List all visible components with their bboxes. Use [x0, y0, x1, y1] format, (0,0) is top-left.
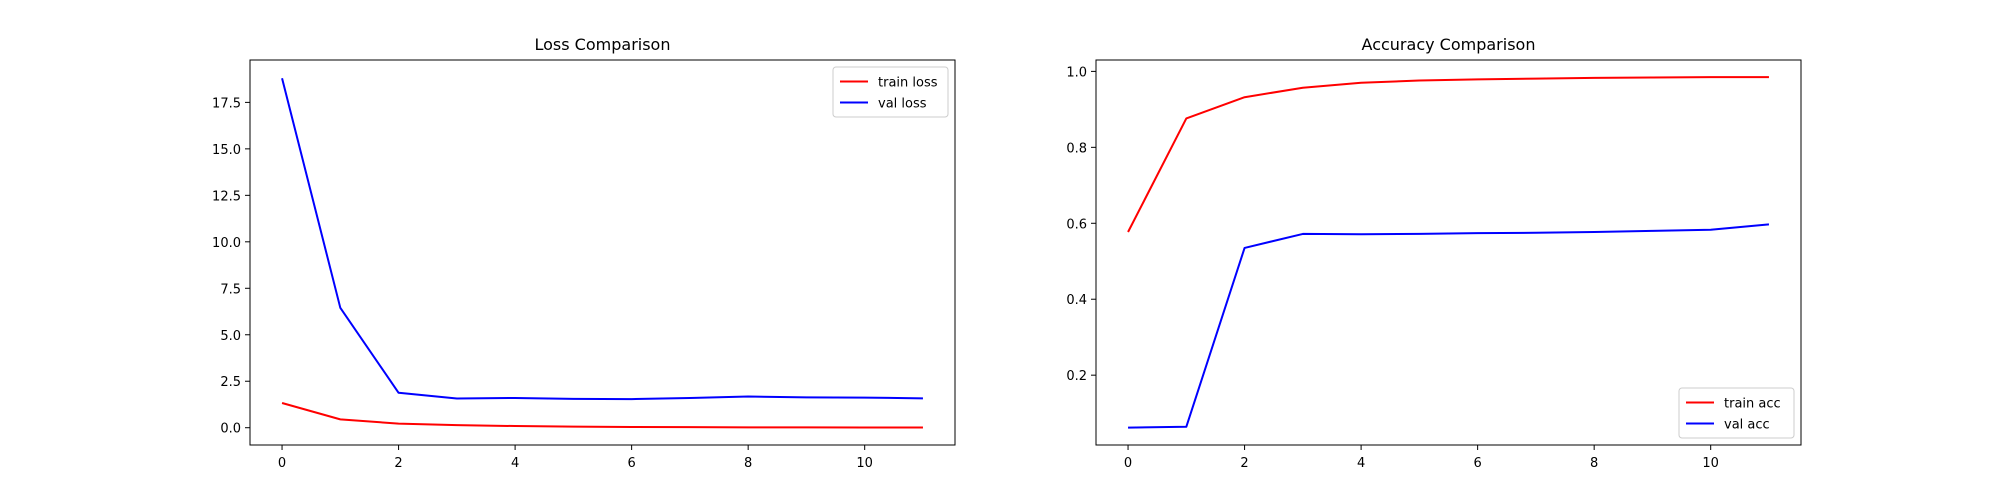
x-tick-label: 0: [278, 456, 286, 471]
legend-box: [832, 66, 949, 118]
x-tick-label: 6: [627, 456, 635, 471]
series-line-val-loss: [281, 77, 923, 401]
series-line-train-loss: [281, 402, 923, 429]
legend-box: [1678, 387, 1795, 439]
y-tick-label: 2.5: [220, 375, 241, 390]
x-tick-label: 2: [1240, 456, 1248, 471]
legend-label: val loss: [878, 97, 927, 112]
axes-frame: [1095, 59, 1802, 446]
y-tick-label: 0.2: [1066, 369, 1087, 384]
legend: train acc val acc: [1678, 387, 1795, 439]
y-tick-label: 15.0: [212, 143, 241, 158]
x-tick-label: 6: [1473, 456, 1481, 471]
y-tick-label: 0.0: [220, 422, 241, 437]
y-tick-label: 17.5: [212, 96, 241, 111]
legend-label: train acc: [1724, 397, 1781, 412]
y-tick-label: 10.0: [212, 236, 241, 251]
x-tick-label: 0: [1124, 456, 1132, 471]
x-tick-label: 10: [856, 456, 873, 471]
y-tick-label: 1.0: [1066, 65, 1087, 80]
axes-frame: [249, 59, 956, 446]
y-tick-label: 0.6: [1066, 217, 1087, 232]
chart-title: Loss Comparison: [535, 35, 671, 54]
series-line-val-acc: [1128, 223, 1770, 429]
legend: train loss val loss: [832, 66, 949, 118]
x-tick-label: 4: [1357, 456, 1365, 471]
y-tick-label: 0.4: [1066, 293, 1087, 308]
loss-chart: Loss Comparison 0 2 4 6 8 10 0.0 2.5 5.0 7.5 10.0 1…: [212, 35, 956, 471]
legend-label: train loss: [878, 76, 938, 91]
x-tick-label: 8: [744, 456, 752, 471]
y-tick-label: 7.5: [220, 282, 241, 297]
series-line-train-acc: [1127, 76, 1769, 233]
accuracy-chart: Accuracy Comparison 0 2 4 6 8 10 0.2 0.4 0.6 0.8 1…: [1066, 35, 1802, 471]
x-tick-label: 2: [394, 456, 402, 471]
y-tick-label: 12.5: [212, 189, 241, 204]
y-tick-label: 0.8: [1066, 141, 1087, 156]
x-tick-label: 10: [1702, 456, 1719, 471]
y-tick-label: 5.0: [220, 329, 241, 344]
chart-title: Accuracy Comparison: [1362, 35, 1536, 54]
x-tick-label: 8: [1590, 456, 1598, 471]
legend-label: val acc: [1724, 418, 1770, 433]
x-tick-label: 4: [511, 456, 519, 471]
